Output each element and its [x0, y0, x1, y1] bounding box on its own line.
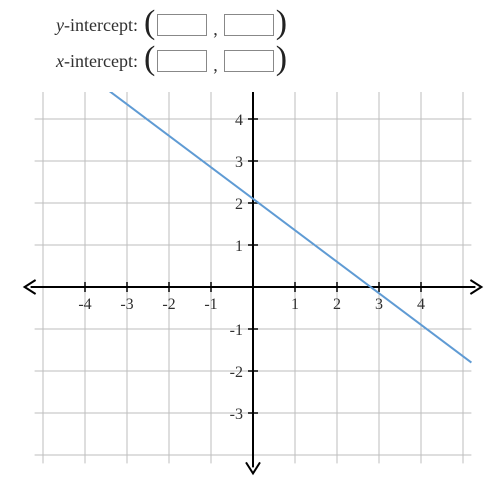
svg-text:3: 3: [375, 296, 383, 313]
ticks: -4-3-2-11234-3-2-112345: [78, 92, 425, 423]
svg-text:1: 1: [291, 296, 299, 313]
svg-text:-4: -4: [78, 296, 91, 313]
coordinate-graph: -4-3-2-11234-3-2-112345xy: [18, 92, 488, 482]
y-intercept-var: y: [56, 15, 64, 36]
x-intercept-row: x -intercept: ( , ): [56, 48, 492, 74]
svg-text:3: 3: [235, 154, 243, 171]
close-paren: ): [276, 10, 287, 36]
x-intercept-x-input[interactable]: [157, 50, 207, 72]
svg-text:-3: -3: [230, 406, 243, 423]
svg-text:4: 4: [235, 112, 243, 129]
graph-container: -4-3-2-11234-3-2-112345xy: [18, 92, 492, 482]
svg-text:4: 4: [417, 296, 425, 313]
axes: [25, 92, 482, 473]
y-intercept-row: y -intercept: ( , ): [56, 12, 492, 38]
x-intercept-label: -intercept:: [64, 51, 138, 72]
svg-text:1: 1: [235, 238, 243, 255]
open-paren: (: [144, 46, 155, 72]
svg-text:2: 2: [333, 296, 341, 313]
y-intercept-x-input[interactable]: [157, 14, 207, 36]
y-intercept-label: -intercept:: [64, 15, 138, 36]
close-paren: ): [276, 46, 287, 72]
svg-text:-1: -1: [204, 296, 217, 313]
y-intercept-y-input[interactable]: [224, 14, 274, 36]
svg-text:-2: -2: [230, 364, 243, 381]
x-intercept-var: x: [56, 51, 64, 72]
svg-text:2: 2: [235, 196, 243, 213]
svg-text:-2: -2: [162, 296, 175, 313]
x-intercept-y-input[interactable]: [224, 50, 274, 72]
comma: ,: [213, 55, 218, 76]
comma: ,: [213, 19, 218, 40]
svg-text:-3: -3: [120, 296, 133, 313]
open-paren: (: [144, 10, 155, 36]
svg-text:-1: -1: [230, 322, 243, 339]
